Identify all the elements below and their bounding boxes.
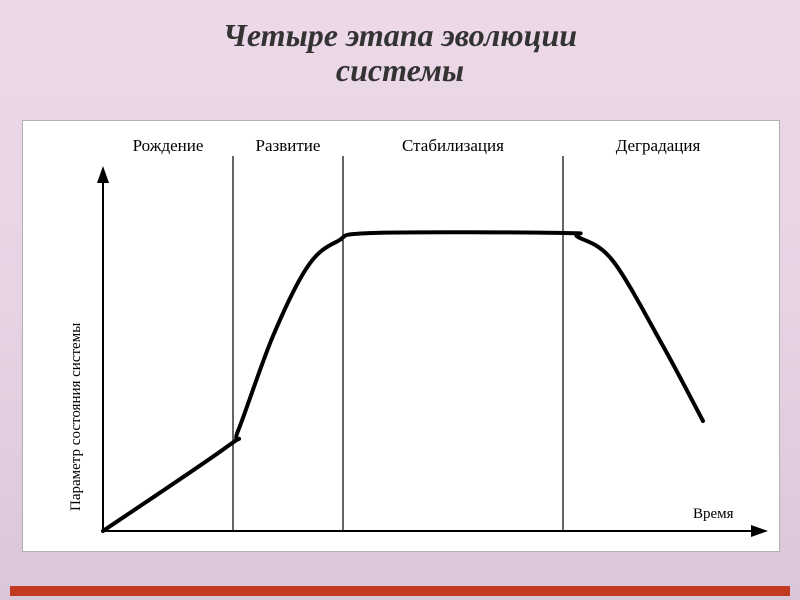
slide: Четыре этапа эволюции системы Рождение Р… bbox=[0, 0, 800, 600]
title-line-2: системы bbox=[336, 52, 464, 88]
section-lines bbox=[233, 156, 563, 531]
chart-svg bbox=[23, 121, 779, 551]
evolution-curve bbox=[103, 232, 703, 531]
chart-panel: Рождение Развитие Стабилизация Деградаци… bbox=[22, 120, 780, 552]
footer-accent-bar bbox=[10, 586, 790, 596]
title-line-1: Четыре этапа эволюции bbox=[223, 17, 577, 53]
page-title: Четыре этапа эволюции системы bbox=[0, 18, 800, 88]
